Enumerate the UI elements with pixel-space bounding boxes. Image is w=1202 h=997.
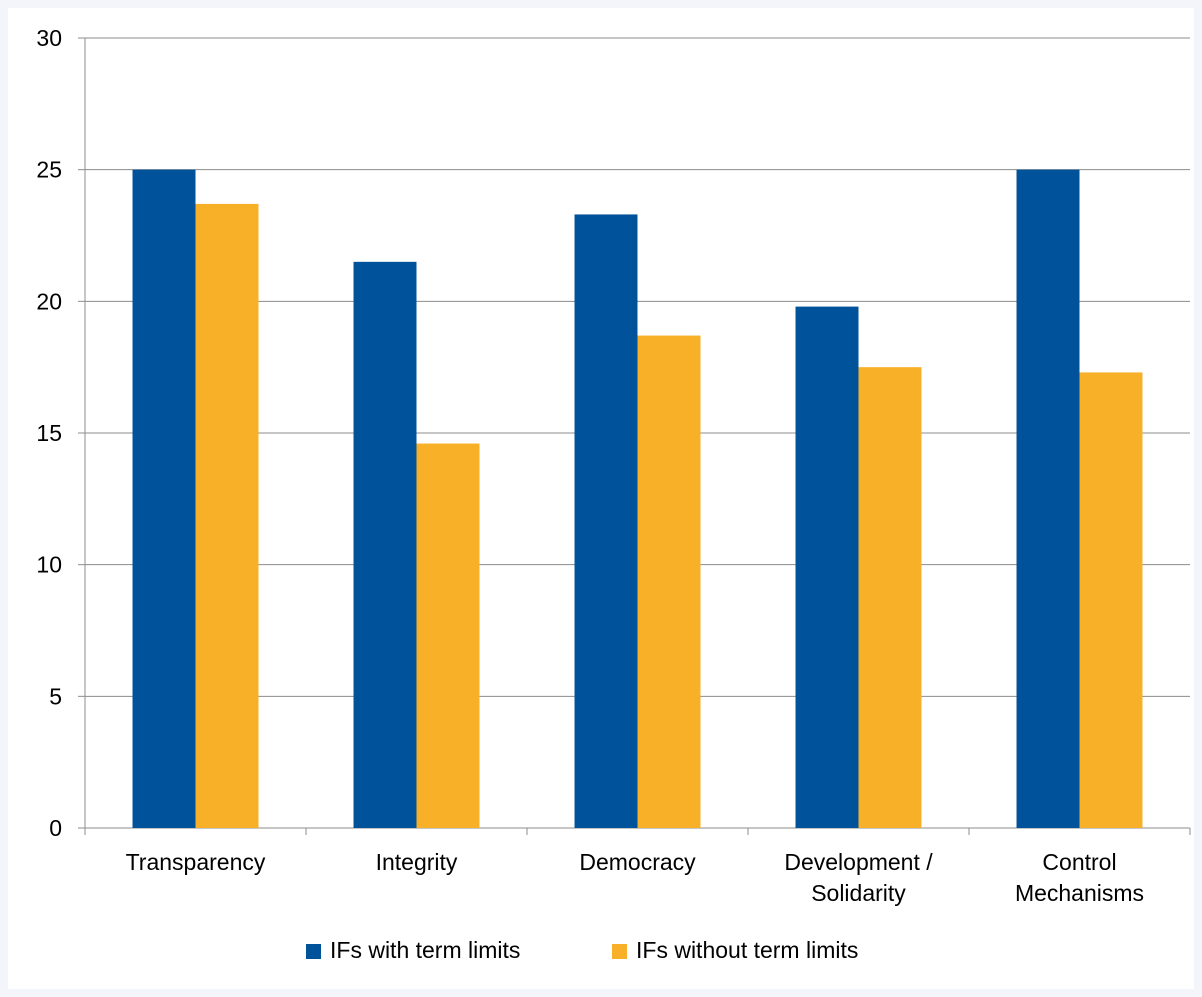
bar-with-term-limits bbox=[574, 214, 638, 828]
bar-with-term-limits bbox=[353, 261, 417, 828]
x-category-label: Democracy bbox=[579, 849, 696, 875]
y-tick-label: 0 bbox=[49, 815, 62, 841]
bar-without-term-limits bbox=[858, 367, 922, 828]
bar-without-term-limits bbox=[416, 443, 480, 828]
bar-with-term-limits bbox=[795, 306, 859, 829]
bar-with-term-limits bbox=[132, 169, 196, 828]
x-category-label: Solidarity bbox=[811, 880, 906, 906]
legend-label: IFs without term limits bbox=[636, 937, 858, 963]
bar-with-term-limits bbox=[1016, 169, 1080, 828]
bar-without-term-limits bbox=[637, 335, 701, 828]
y-tick-label: 30 bbox=[36, 25, 62, 51]
y-tick-label: 15 bbox=[36, 420, 62, 446]
legend-swatch bbox=[306, 944, 321, 959]
legend-swatch bbox=[612, 944, 627, 959]
x-category-label: Development / bbox=[784, 849, 933, 875]
x-category-label: Integrity bbox=[376, 849, 458, 875]
y-tick-label: 10 bbox=[36, 552, 62, 578]
axis-labels: 0 5 10 15 20 25 30 Transparency Integrity Democra… bbox=[36, 25, 1144, 906]
y-tick-label: 5 bbox=[49, 683, 62, 709]
bar-without-term-limits bbox=[195, 203, 259, 828]
y-tick-label: 25 bbox=[36, 157, 62, 183]
bar-without-term-limits bbox=[1079, 372, 1143, 828]
y-tick-label: 20 bbox=[36, 288, 62, 314]
x-category-label: Mechanisms bbox=[1015, 880, 1144, 906]
legend-label: IFs with term limits bbox=[330, 937, 520, 963]
x-category-label: Control bbox=[1042, 849, 1116, 875]
x-category-label: Transparency bbox=[126, 849, 266, 875]
legend: IFs with term limits IFs without term lim… bbox=[306, 937, 858, 963]
bars bbox=[132, 169, 1143, 829]
